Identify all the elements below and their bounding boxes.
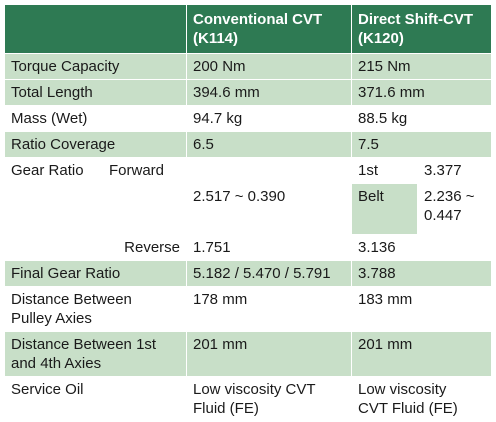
direct-value: Low viscosity CVT Fluid (FE) xyxy=(350,376,493,422)
reverse-label: Reverse xyxy=(102,234,187,261)
header-conventional-cvt: Conventional CVT (K114) xyxy=(186,4,352,54)
row-label: Distance Between 1st and 4th Axies xyxy=(4,331,187,377)
belt-value-line1: 2.236 ~ xyxy=(424,188,475,205)
direct-value: 3.788 xyxy=(350,260,493,287)
reverse-direct-value: 3.136 xyxy=(350,234,493,261)
header-direct-shift-cvt: Direct Shift-CVT (K120) xyxy=(350,4,493,54)
conventional-value: 201 mm xyxy=(186,331,352,377)
row-label-line2: and 4th Axies xyxy=(11,355,102,372)
conventional-value: 6.5 xyxy=(186,131,352,158)
row-label-line1: Distance Between xyxy=(11,291,132,308)
row-distance-1st-4th-axies: Distance Between 1st and 4th Axies 201 m… xyxy=(4,331,493,377)
direct-value: 88.5 kg xyxy=(350,105,493,132)
row-label: Torque Capacity xyxy=(4,53,187,80)
conventional-value: 94.7 kg xyxy=(186,105,352,132)
conventional-value-line1: Low viscosity CVT xyxy=(193,381,316,398)
row-total-length: Total Length 394.6 mm 371.6 mm xyxy=(4,79,493,106)
belt-value: 2.236 ~ 0.447 xyxy=(416,183,493,235)
conventional-value: 5.182 / 5.470 / 5.791 xyxy=(186,260,352,287)
belt-label: Belt xyxy=(351,183,418,235)
first-gear-value: 3.377 xyxy=(416,157,493,184)
direct-value-line1: Low viscosity xyxy=(358,381,447,398)
row-final-gear-ratio: Final Gear Ratio 5.182 / 5.470 / 5.791 3… xyxy=(4,260,493,287)
header-row: Conventional CVT (K114) Direct Shift-CVT… xyxy=(4,4,493,54)
header-blank xyxy=(4,4,187,54)
row-torque-capacity: Torque Capacity 200 Nm 215 Nm xyxy=(4,53,493,80)
reverse-conventional-value: 1.751 xyxy=(186,234,352,261)
row-mass-wet: Mass (Wet) 94.7 kg 88.5 kg xyxy=(4,105,493,132)
forward-label: Forward xyxy=(102,157,187,235)
row-distance-pulley-axies: Distance Between Pulley Axies 178 mm 183… xyxy=(4,286,493,332)
row-gear-ratio-first: Gear Ratio Forward 2.517 ~ 0.390 1st 3.3… xyxy=(4,157,493,261)
direct-value: 215 Nm xyxy=(350,53,493,80)
forward-conventional-value: 2.517 ~ 0.390 xyxy=(186,157,352,235)
row-label: Ratio Coverage xyxy=(4,131,187,158)
belt-value-line2: 0.447 xyxy=(424,207,462,224)
row-label: Mass (Wet) xyxy=(4,105,187,132)
row-label-line1: Distance Between 1st xyxy=(11,336,157,353)
row-label: Service Oil xyxy=(4,376,187,422)
header-conventional-line1: Conventional CVT xyxy=(193,11,323,28)
direct-value: 7.5 xyxy=(350,131,493,158)
conventional-value-line2: Fluid (FE) xyxy=(193,400,259,417)
row-label: Final Gear Ratio xyxy=(4,260,187,287)
direct-value: 371.6 mm xyxy=(350,79,493,106)
row-label: Total Length xyxy=(4,79,187,106)
first-gear-label: 1st xyxy=(351,157,418,184)
conventional-value: Low viscosity CVT Fluid (FE) xyxy=(186,376,352,422)
header-direct-line2: (K120) xyxy=(358,30,404,47)
header-conventional-line2: (K114) xyxy=(193,30,239,47)
conventional-value: 200 Nm xyxy=(186,53,352,80)
direct-value: 183 mm xyxy=(350,286,493,332)
direct-value-line2: CVT Fluid (FE) xyxy=(358,400,458,417)
conventional-value: 178 mm xyxy=(186,286,352,332)
row-ratio-coverage: Ratio Coverage 6.5 7.5 xyxy=(4,131,493,158)
row-gear-ratio-belt: Belt 2.236 ~ 0.447 xyxy=(5,183,493,235)
row-service-oil: Service Oil Low viscosity CVT Fluid (FE)… xyxy=(4,376,493,422)
row-label: Distance Between Pulley Axies xyxy=(4,286,187,332)
header-direct-line1: Direct Shift-CVT xyxy=(358,11,474,28)
row-gear-ratio-reverse: Reverse 1.751 3.136 xyxy=(5,234,493,261)
gear-ratio-label: Gear Ratio xyxy=(4,157,103,261)
row-label-line2: Pulley Axies xyxy=(11,310,92,327)
spec-table: Conventional CVT (K114) Direct Shift-CVT… xyxy=(4,4,493,422)
conventional-value: 394.6 mm xyxy=(186,79,352,106)
direct-value: 201 mm xyxy=(350,331,493,377)
